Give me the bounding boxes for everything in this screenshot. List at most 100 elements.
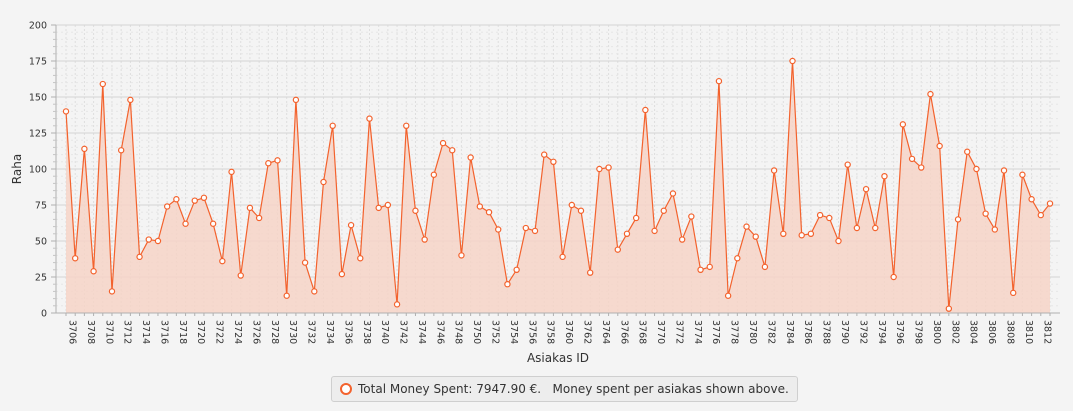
x-tick-label: 3764 (600, 320, 611, 344)
data-point (347, 221, 355, 229)
data-point (1019, 171, 1026, 178)
x-tick-label: 3794 (876, 320, 887, 344)
y-tick-label: 75 (35, 201, 47, 212)
data-point (311, 288, 318, 295)
x-tick-label: 3712 (122, 320, 133, 344)
data-point (71, 255, 79, 262)
x-tick-label: 3740 (379, 320, 390, 344)
x-tick-label: 3744 (416, 320, 427, 344)
x-tick-label: 3784 (784, 320, 795, 344)
data-point (145, 236, 152, 243)
data-point (899, 121, 907, 128)
data-point (908, 155, 916, 163)
x-tick-label: 3782 (765, 320, 776, 344)
data-point (458, 252, 465, 259)
y-tick-label: 125 (29, 129, 47, 140)
data-point (329, 122, 336, 130)
x-tick-label: 3802 (949, 320, 960, 344)
data-point (421, 236, 428, 243)
data-point (476, 203, 484, 210)
data-point (632, 214, 640, 222)
x-tick-label: 3748 (453, 320, 464, 344)
data-point (403, 122, 410, 130)
data-point (623, 230, 631, 237)
data-point (669, 190, 677, 197)
data-point (495, 226, 502, 233)
x-tick-label: 3750 (471, 320, 482, 344)
data-point (219, 257, 226, 265)
x-tick-label: 3766 (618, 320, 629, 344)
x-tick-label: 3708 (85, 320, 96, 344)
data-point (927, 90, 934, 98)
x-tick-label: 3724 (232, 320, 243, 344)
x-tick-label: 3762 (581, 320, 592, 344)
x-tick-label: 3796 (894, 320, 905, 344)
data-point (734, 255, 741, 262)
x-tick-label: 3768 (637, 320, 648, 344)
x-tick-label: 3776 (710, 320, 721, 344)
data-point (209, 220, 217, 227)
x-tick-label: 3812 (1041, 320, 1052, 344)
x-tick-label: 3728 (269, 320, 280, 344)
data-point (255, 214, 263, 222)
data-point (200, 194, 208, 201)
data-point (752, 233, 759, 240)
x-tick-label: 3714 (140, 320, 151, 344)
x-axis-title: Asiakas ID (527, 351, 589, 365)
x-tick-label: 3752 (490, 320, 501, 344)
data-point (127, 96, 134, 104)
data-point (541, 151, 548, 158)
x-tick-label: 3718 (177, 320, 188, 344)
legend-label: Total Money Spent: 7947.90 €. Money spen… (358, 382, 789, 396)
data-point (862, 185, 870, 193)
data-point (872, 224, 879, 232)
x-tick-label: 3756 (526, 320, 537, 344)
x-tick-label: 3732 (306, 320, 317, 344)
data-point (108, 288, 116, 295)
circle-marker-icon (340, 383, 352, 395)
data-point (393, 301, 401, 308)
x-tick-label: 3738 (361, 320, 372, 344)
data-point (449, 147, 456, 154)
x-tick-label: 3746 (434, 320, 445, 344)
x-tick-label: 3754 (508, 320, 519, 344)
series-area (66, 61, 1050, 313)
data-point (173, 196, 180, 203)
x-tick-label: 3806 (986, 320, 997, 344)
data-point (1046, 200, 1054, 207)
data-point (90, 268, 97, 275)
data-point (531, 227, 539, 235)
data-point (375, 204, 382, 212)
data-point (237, 272, 244, 279)
data-point (724, 292, 732, 299)
data-point (1028, 196, 1035, 203)
data-point (835, 237, 842, 245)
data-point (228, 168, 235, 176)
x-tick-label: 3790 (839, 320, 850, 344)
data-point (853, 224, 861, 232)
data-point (688, 213, 695, 220)
data-point (81, 145, 88, 153)
data-point (384, 201, 392, 209)
x-tick-label: 3804 (968, 320, 979, 344)
data-point (485, 208, 493, 216)
data-point (62, 108, 70, 115)
data-point (596, 165, 603, 173)
data-point (770, 167, 778, 174)
data-point (283, 292, 290, 299)
data-point (136, 253, 143, 261)
data-point (522, 224, 530, 232)
data-point (182, 220, 189, 227)
data-point (163, 203, 171, 210)
data-point (1010, 289, 1017, 297)
x-tick-label: 3770 (655, 320, 666, 344)
x-tick-label: 3726 (250, 320, 261, 344)
data-point (605, 164, 612, 171)
data-point (117, 147, 125, 154)
data-point (706, 263, 713, 271)
data-point (651, 227, 658, 235)
data-point (918, 164, 925, 171)
data-point (265, 160, 272, 167)
x-tick-label: 3774 (692, 320, 703, 344)
